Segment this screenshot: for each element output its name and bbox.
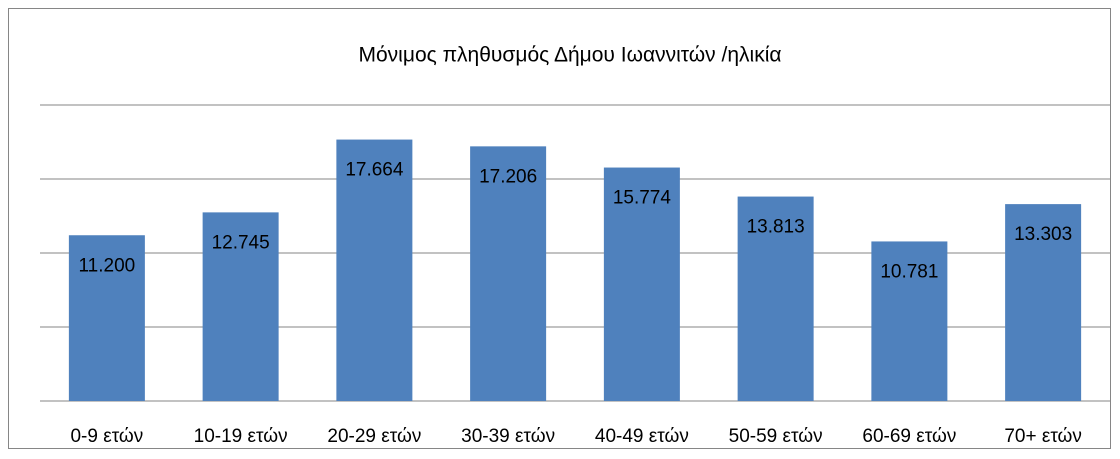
value-label: 17.664: [345, 160, 404, 181]
x-tick-label: 60-69 ετών: [862, 426, 956, 447]
value-label: 11.200: [79, 255, 136, 276]
x-tick-label: 30-39 ετών: [461, 426, 555, 447]
bar: [1005, 204, 1082, 401]
chart-title: Μόνιμος πληθυσμός Δήμου Ιωαννιτών /ηλικί…: [359, 44, 782, 67]
bar: [603, 167, 680, 401]
bar: [202, 212, 279, 401]
value-label: 10.781: [880, 261, 938, 282]
bar: [737, 196, 814, 401]
value-label: 15.774: [613, 188, 672, 209]
bar: [871, 241, 948, 401]
value-label: 13.303: [1014, 224, 1072, 245]
bar: [68, 235, 145, 401]
value-label: 13.813: [747, 217, 805, 238]
bar: [470, 146, 547, 401]
value-label: 17.206: [479, 166, 537, 187]
bar: [336, 139, 413, 401]
x-tick-label: 10-19 ετών: [194, 426, 288, 447]
x-tick-label: 20-29 ετών: [327, 426, 421, 447]
value-label: 12.745: [212, 232, 270, 253]
x-tick-label: 0-9 ετών: [70, 426, 143, 447]
x-tick-label: 40-49 ετών: [595, 426, 689, 447]
x-tick-label: 70+ ετών: [1004, 426, 1082, 447]
x-tick-label: 50-59 ετών: [729, 426, 823, 447]
